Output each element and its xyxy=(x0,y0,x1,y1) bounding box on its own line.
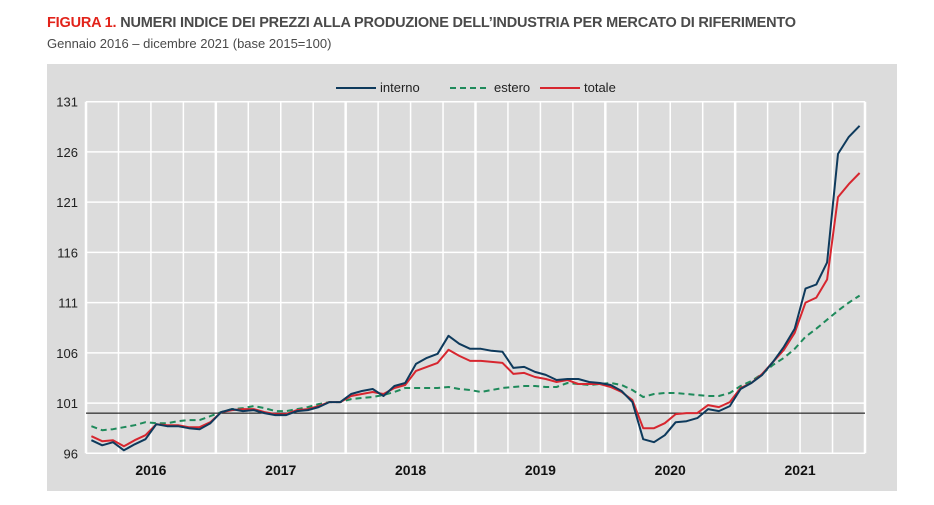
x-tick-label: 2018 xyxy=(395,462,426,478)
y-axis: 96 101 106 111 116 121 126 131 xyxy=(56,95,78,462)
chart-subtitle: Gennaio 2016 – dicembre 2021 (base 2015=… xyxy=(47,36,332,51)
series-lines xyxy=(90,125,861,452)
x-tick-label: 2021 xyxy=(785,462,816,478)
y-tick-label: 126 xyxy=(56,145,78,160)
y-tick-label: 96 xyxy=(64,446,78,461)
grid xyxy=(84,100,867,455)
y-tick-label: 111 xyxy=(58,296,78,311)
legend: interno estero totale xyxy=(336,80,616,95)
figure-label: FIGURA 1. xyxy=(47,15,117,31)
y-tick-label: 106 xyxy=(56,346,78,361)
legend-label-estero: estero xyxy=(494,80,530,95)
x-tick-label: 2019 xyxy=(525,462,556,478)
y-tick-label: 121 xyxy=(56,195,78,210)
chart-title: FIGURA 1. NUMERI INDICE DEI PREZZI ALLA … xyxy=(47,15,796,31)
y-tick-label: 131 xyxy=(56,95,78,110)
series-interno-line xyxy=(90,125,861,452)
x-tick-label: 2017 xyxy=(265,462,296,478)
legend-label-totale: totale xyxy=(584,80,616,95)
chart-background xyxy=(47,64,897,491)
title-text: NUMERI INDICE DEI PREZZI ALLA PRODUZIONE… xyxy=(120,15,796,31)
x-tick-label: 2016 xyxy=(135,462,166,478)
y-tick-label: 116 xyxy=(57,245,78,260)
x-axis: 2016 2017 2018 2019 2020 2021 xyxy=(135,462,816,478)
legend-label-interno: interno xyxy=(380,80,420,95)
x-tick-label: 2020 xyxy=(655,462,686,478)
y-tick-label: 101 xyxy=(56,396,78,411)
